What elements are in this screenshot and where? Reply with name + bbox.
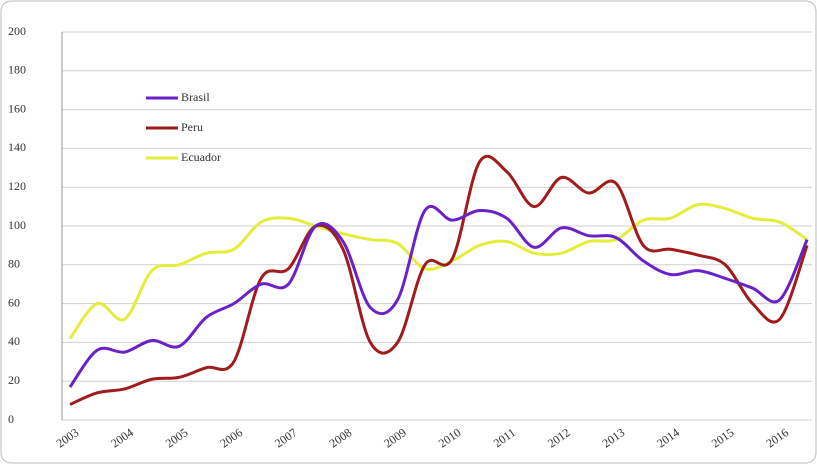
y-tick-label: 200 — [8, 24, 26, 38]
y-tick-label: 80 — [8, 257, 20, 271]
y-tick-label: 180 — [8, 63, 26, 77]
legend-label: Peru — [181, 120, 203, 134]
y-tick-label: 0 — [8, 412, 14, 426]
line — [69, 154, 809, 406]
legend-label: Brasil — [181, 90, 210, 104]
y-tick-label: 120 — [8, 179, 26, 193]
y-tick-label: 100 — [8, 218, 26, 232]
y-tick-label: 40 — [8, 334, 20, 348]
y-tick-label: 140 — [8, 140, 26, 154]
legend-label: Ecuador — [181, 150, 221, 164]
line — [68, 204, 809, 388]
y-tick-label: 20 — [8, 373, 20, 387]
y-tick-label: 160 — [8, 101, 26, 115]
y-tick-label: 60 — [8, 295, 20, 309]
line — [68, 202, 808, 340]
